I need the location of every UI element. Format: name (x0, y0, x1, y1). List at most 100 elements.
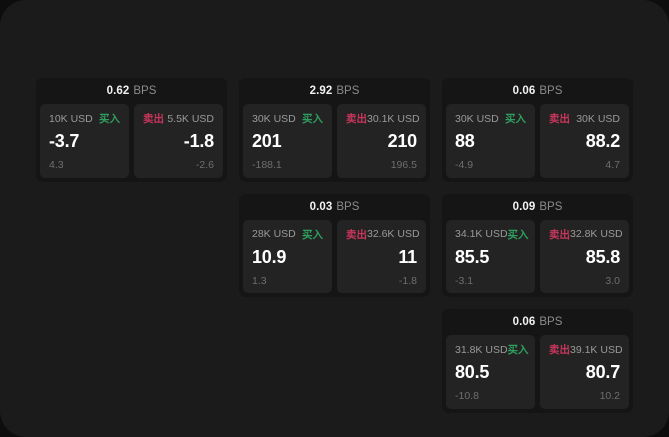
buy-side-label: 买入 (507, 228, 529, 241)
quote-card-grid: 0.62 BPS 10K USD 买入 -3.7 4.3 卖出 (36, 78, 633, 413)
sell-delta: -2.6 (195, 159, 214, 171)
bps-unit-label: BPS (336, 200, 360, 213)
buy-panel-header: 10K USD 买入 (49, 112, 120, 126)
sell-panel-header: 卖出 30K USD (549, 112, 620, 126)
sell-price: 80.7 (585, 362, 620, 382)
buy-delta: 4.3 (49, 159, 64, 171)
card-column-1: 0.62 BPS 10K USD 买入 -3.7 4.3 卖出 (36, 78, 227, 182)
bps-unit-label: BPS (539, 200, 563, 213)
bps-unit-label: BPS (133, 85, 157, 97)
card-column-2: 2.92 BPS 30K USD 买入 201 -188.1 卖出 (239, 78, 430, 297)
quote-card[interactable]: 0.03 BPS 28K USD 买入 10.9 1.3 卖出 (239, 193, 430, 297)
sell-delta: 3.0 (605, 274, 620, 287)
sell-price: 88.2 (585, 131, 620, 151)
sell-size-label: 30K USD (576, 112, 620, 125)
sell-side-label: 卖出 (143, 113, 164, 125)
buy-side-label: 买入 (99, 113, 120, 125)
card-header: 0.06 BPS (442, 309, 633, 335)
buy-panel-header: 34.1K USD 买入 (455, 228, 529, 241)
card-body: 34.1K USD 买入 85.5 -3.1 卖出 32.8K USD 85.8… (442, 219, 633, 298)
buy-delta: -4.9 (455, 159, 474, 171)
buy-panel-header: 31.8K USD 买入 (455, 343, 529, 357)
card-header: 0.06 BPS (442, 78, 633, 104)
bps-unit-label: BPS (539, 85, 563, 97)
buy-panel[interactable]: 30K USD 买入 201 -188.1 (243, 104, 332, 178)
buy-panel-header: 28K USD 买入 (252, 228, 323, 241)
buy-price: 10.9 (252, 246, 287, 267)
sell-side-label: 卖出 (549, 344, 570, 356)
card-body: 30K USD 买入 201 -188.1 卖出 30.1K USD 210 1… (239, 104, 430, 182)
buy-size-label: 34.1K USD (455, 228, 508, 240)
card-body: 31.8K USD 买入 80.5 -10.8 卖出 39.1K USD 80.… (442, 335, 633, 413)
sell-panel[interactable]: 卖出 30K USD 88.2 4.7 (540, 104, 629, 178)
sell-panel[interactable]: 卖出 39.1K USD 80.7 10.2 (540, 335, 629, 409)
sell-side-label: 卖出 (346, 113, 367, 125)
sell-delta: 196.5 (390, 159, 417, 171)
bps-value: 0.03 (309, 200, 333, 213)
bps-value: 0.09 (512, 200, 536, 213)
sell-panel[interactable]: 卖出 5.5K USD -1.8 -2.6 (134, 104, 223, 178)
buy-size-label: 28K USD (252, 228, 296, 240)
sell-side-label: 卖出 (346, 228, 367, 241)
quote-card[interactable]: 0.06 BPS 30K USD 买入 88 -4.9 卖出 (442, 78, 633, 182)
sell-panel-header: 卖出 32.6K USD (346, 228, 420, 241)
buy-price: 80.5 (455, 362, 490, 382)
card-body: 10K USD 买入 -3.7 4.3 卖出 5.5K USD -1.8 -2.… (36, 104, 227, 182)
sell-side-label: 卖出 (549, 228, 570, 241)
bps-value: 2.92 (309, 85, 333, 97)
sell-side-label: 卖出 (549, 113, 570, 125)
buy-delta: -10.8 (455, 390, 479, 402)
sell-panel-header: 卖出 5.5K USD (143, 112, 214, 126)
buy-panel[interactable]: 34.1K USD 买入 85.5 -3.1 (446, 219, 535, 293)
sell-size-label: 30.1K USD (367, 112, 420, 125)
buy-size-label: 31.8K USD (455, 343, 508, 356)
buy-size-label: 30K USD (455, 112, 499, 125)
quote-card[interactable]: 2.92 BPS 30K USD 买入 201 -188.1 卖出 (239, 78, 430, 182)
sell-delta: 10.2 (599, 390, 620, 402)
bps-value: 0.06 (512, 316, 536, 328)
card-body: 30K USD 买入 88 -4.9 卖出 30K USD 88.2 4.7 (442, 104, 633, 182)
buy-delta: -188.1 (252, 159, 282, 171)
card-header: 0.03 BPS (239, 193, 430, 220)
buy-panel[interactable]: 28K USD 买入 10.9 1.3 (243, 219, 332, 293)
sell-size-label: 32.8K USD (570, 228, 623, 240)
buy-delta: 1.3 (252, 274, 267, 287)
card-column-3: 0.06 BPS 30K USD 买入 88 -4.9 卖出 (442, 78, 633, 413)
buy-side-label: 买入 (302, 113, 323, 125)
buy-price: 85.5 (455, 246, 490, 267)
quote-card[interactable]: 0.62 BPS 10K USD 买入 -3.7 4.3 卖出 (36, 78, 227, 182)
sell-panel-header: 卖出 39.1K USD (549, 343, 623, 357)
buy-size-label: 10K USD (49, 112, 93, 125)
buy-panel[interactable]: 31.8K USD 买入 80.5 -10.8 (446, 335, 535, 409)
sell-price: 85.8 (585, 246, 620, 267)
card-header: 0.62 BPS (36, 78, 227, 104)
buy-price: 88 (455, 131, 475, 151)
sell-panel[interactable]: 卖出 32.6K USD 11 -1.8 (337, 219, 426, 293)
bps-unit-label: BPS (336, 85, 360, 97)
sell-size-label: 32.6K USD (367, 228, 420, 240)
buy-delta: -3.1 (455, 274, 474, 287)
sell-price: -1.8 (183, 131, 214, 151)
bps-value: 0.06 (512, 85, 536, 97)
quote-card[interactable]: 0.06 BPS 31.8K USD 买入 80.5 -10.8 卖 (442, 309, 633, 413)
buy-panel-header: 30K USD 买入 (455, 112, 526, 126)
sell-price: 210 (387, 131, 418, 151)
sell-panel-header: 卖出 30.1K USD (346, 112, 420, 126)
buy-side-label: 买入 (505, 113, 526, 125)
sell-panel-header: 卖出 32.8K USD (549, 228, 623, 241)
buy-price: -3.7 (49, 131, 80, 151)
sell-panel[interactable]: 卖出 30.1K USD 210 196.5 (337, 104, 426, 178)
buy-size-label: 30K USD (252, 112, 296, 125)
sell-size-label: 5.5K USD (167, 112, 214, 125)
sell-delta: -1.8 (398, 274, 417, 287)
card-header: 2.92 BPS (239, 78, 430, 104)
card-header: 0.09 BPS (442, 193, 633, 220)
sell-panel[interactable]: 卖出 32.8K USD 85.8 3.0 (540, 219, 629, 293)
buy-panel[interactable]: 10K USD 买入 -3.7 4.3 (40, 104, 129, 178)
buy-price: 201 (252, 131, 282, 151)
bps-value: 0.62 (106, 85, 130, 97)
buy-panel[interactable]: 30K USD 买入 88 -4.9 (446, 104, 535, 178)
bps-unit-label: BPS (539, 316, 563, 328)
quote-card[interactable]: 0.09 BPS 34.1K USD 买入 85.5 -3.1 卖出 (442, 193, 633, 298)
